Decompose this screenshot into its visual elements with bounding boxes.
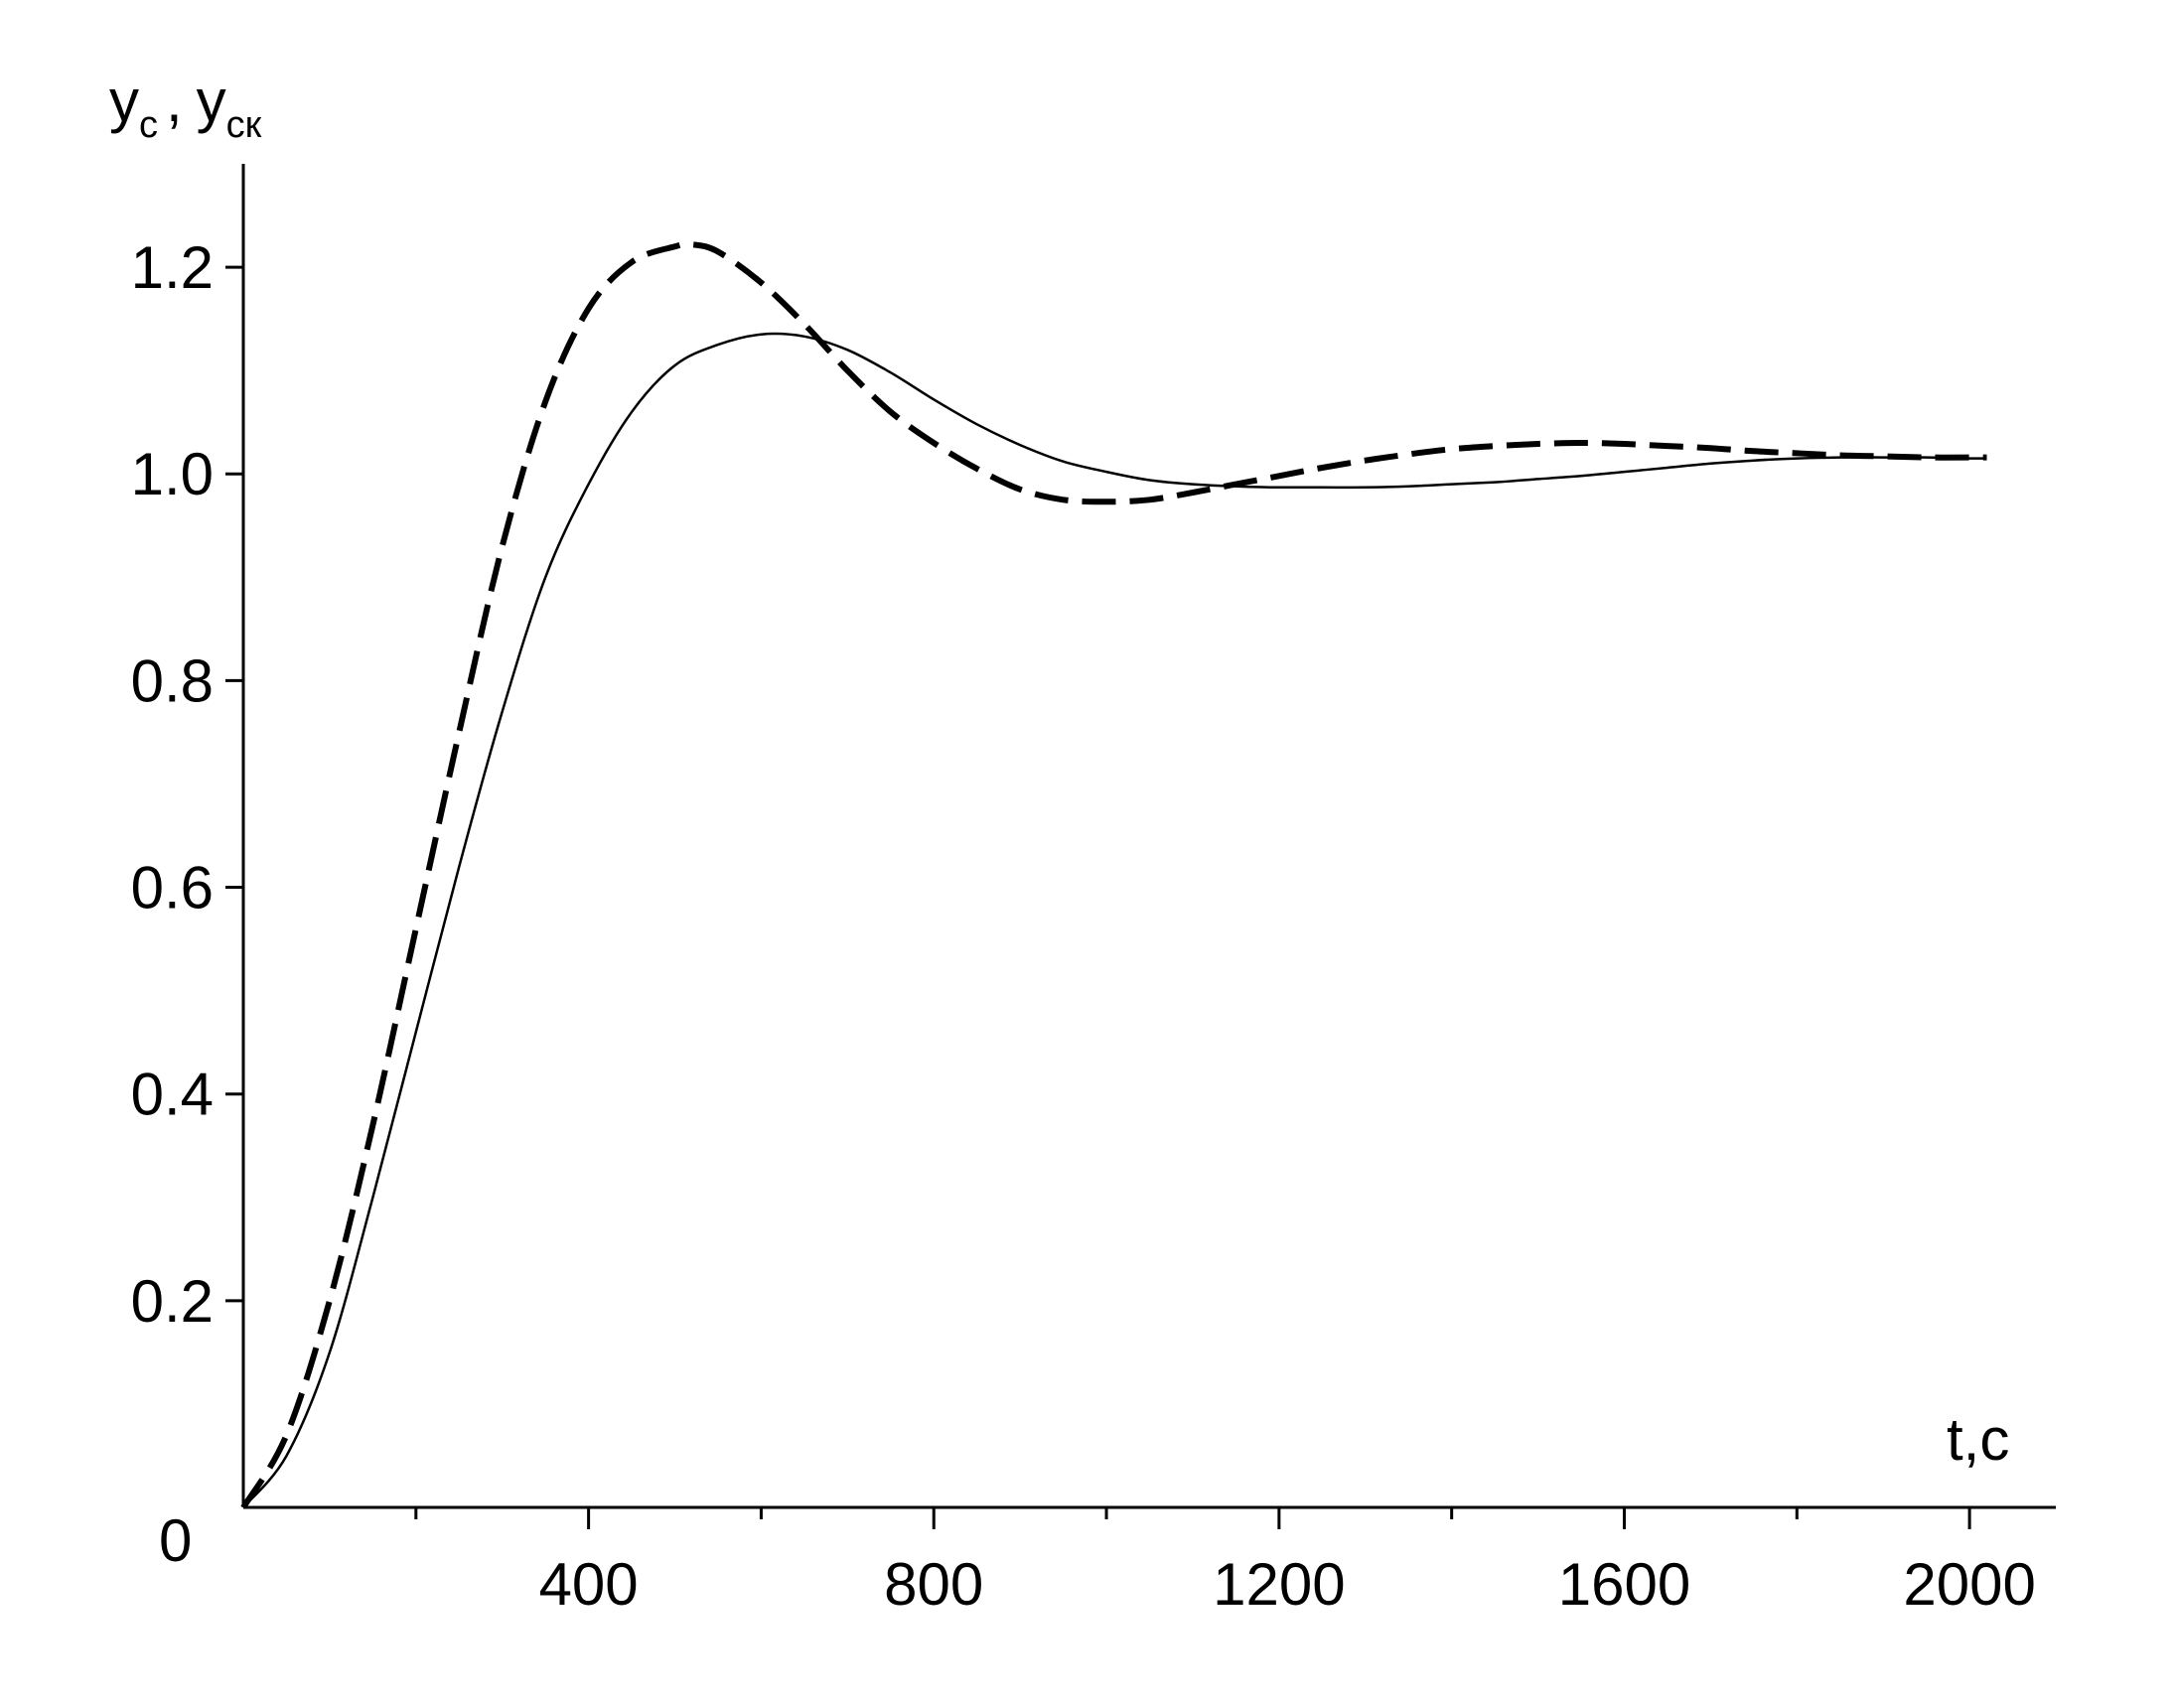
- axes: 400 800 1200 1600 2000 0.2 0.4 0.6 0.8 1.0 1.2: [131, 164, 2056, 1618]
- y-axis-label-separator: ,: [166, 68, 183, 134]
- x-tick-label: 400: [539, 1551, 639, 1618]
- x-axis-label: t,c: [1947, 1406, 2009, 1473]
- y-tick-label: 1.0: [131, 441, 214, 507]
- labels: yc, yск t,c 0: [109, 68, 2009, 1574]
- x-tick-label: 2000: [1903, 1551, 2035, 1618]
- y-axis-label-sub-2: ск: [226, 104, 262, 146]
- series-line-solid: [242, 332, 1987, 1508]
- series-line-dashed: [240, 240, 1987, 1509]
- y-axis-label-main-2: y: [197, 68, 226, 134]
- x-tick-label: 800: [884, 1551, 983, 1618]
- y-tick-label: 1.2: [131, 234, 214, 301]
- y-tick-label: 0.6: [131, 855, 214, 922]
- series-layer: [240, 240, 1987, 1509]
- y-tick-label: 0.4: [131, 1062, 214, 1128]
- y-tick-label: 0.8: [131, 647, 214, 714]
- origin-label: 0: [159, 1507, 192, 1574]
- y-axis-label-main-1: y: [109, 68, 139, 134]
- y-tick-label: 0.2: [131, 1268, 214, 1335]
- x-tick-label: 1600: [1558, 1551, 1690, 1618]
- x-tick-label: 1200: [1213, 1551, 1345, 1618]
- y-axis-label: yc, yск: [109, 68, 262, 146]
- y-axis-label-sub-1: c: [139, 104, 158, 146]
